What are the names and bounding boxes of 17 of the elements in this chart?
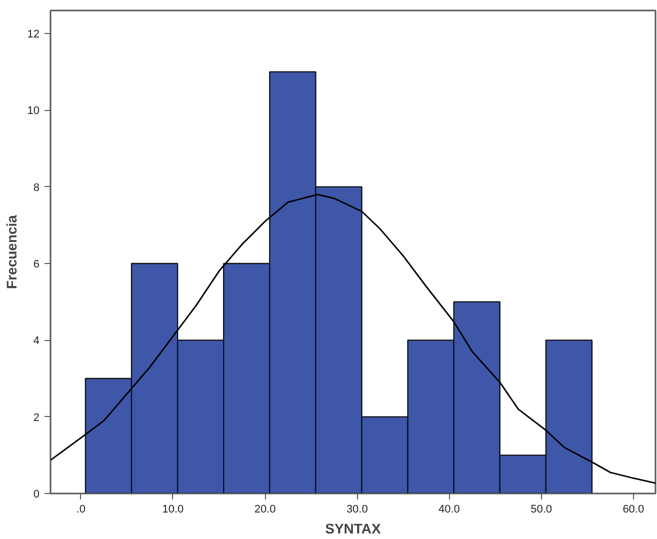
x-tick-label: 30.0 bbox=[346, 504, 368, 516]
y-tick-label: 2 bbox=[33, 412, 40, 424]
x-tick-label: 20.0 bbox=[254, 504, 276, 516]
y-tick-label: 12 bbox=[27, 28, 40, 40]
y-axis-title: Frecuencia bbox=[3, 214, 20, 289]
x-tick-label: 40.0 bbox=[438, 504, 460, 516]
x-tick-label: .0 bbox=[76, 504, 86, 516]
line-series bbox=[50, 194, 656, 484]
y-tick-label: 0 bbox=[33, 488, 40, 500]
x-axis-title: SYNTAX bbox=[325, 520, 382, 536]
y-tick-label: 6 bbox=[33, 258, 40, 270]
y-tick-label: 10 bbox=[27, 105, 40, 118]
x-tick-label: 50.0 bbox=[530, 504, 552, 516]
y-tick-label: 8 bbox=[33, 182, 40, 194]
y-tick-label: 4 bbox=[33, 335, 40, 348]
x-tick-label: 60.0 bbox=[622, 504, 644, 516]
x-tick-label: 10.0 bbox=[162, 504, 184, 516]
